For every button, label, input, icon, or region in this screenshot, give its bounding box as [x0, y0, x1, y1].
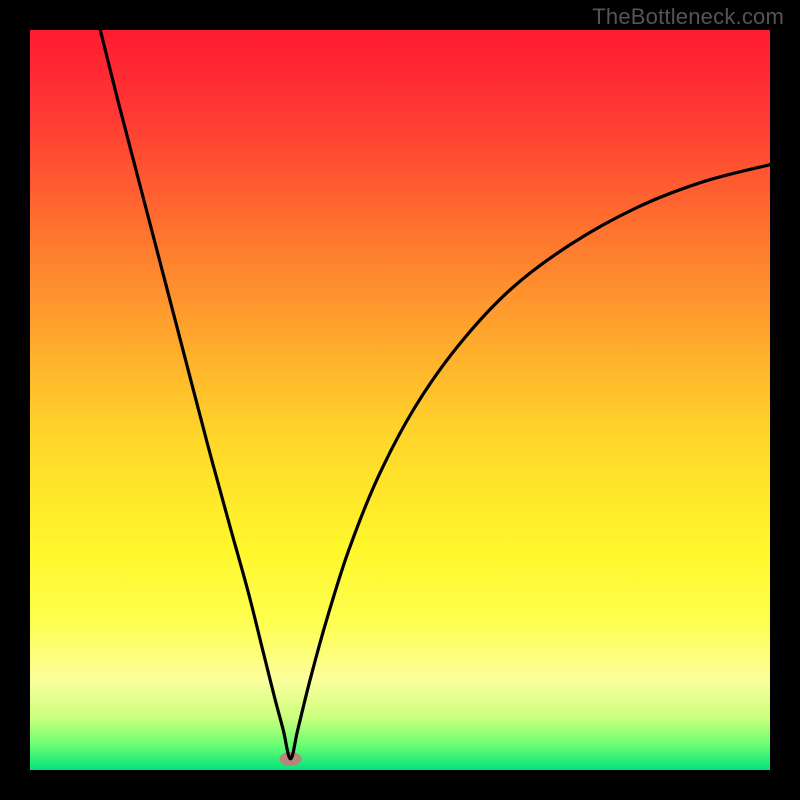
- watermark-text: TheBottleneck.com: [592, 4, 784, 30]
- chart-frame: [0, 0, 800, 800]
- curve-path: [100, 30, 770, 759]
- plot-area: [30, 30, 770, 770]
- bottleneck-curve: [30, 30, 770, 770]
